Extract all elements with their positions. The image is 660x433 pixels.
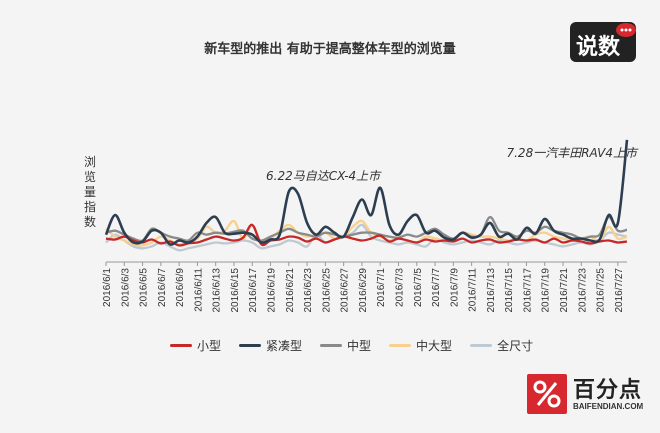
x-tick-label: 2016/6/5 [139,268,150,307]
x-tick-label: 2016/7/17 [522,268,533,313]
x-tick-label: 2016/7/13 [486,268,497,313]
x-tick-label: 2016/6/25 [321,268,332,313]
x-tick-label: 2016/6/9 [175,268,186,307]
y-axis-label: 浏览量指数 [83,155,96,229]
x-tick-label: 2016/6/11 [193,268,204,312]
x-tick-label: 2016/6/27 [340,268,351,313]
x-tick-label: 2016/6/21 [285,268,296,313]
x-tick-label: 2016/7/19 [541,268,552,313]
annotation-label: 6.22马自达CX-4上市 [266,169,382,183]
x-tick-label: 2016/7/3 [394,268,405,307]
legend-label: 全尺寸 [497,338,534,353]
x-tick-label: 2016/7/27 [614,268,625,313]
legend-swatch [389,343,412,347]
x-tick-label: 2016/6/1 [102,268,113,307]
series-line-1 [104,139,629,246]
shuoshu-logo: 说数 [570,22,636,62]
x-tick-label: 2016/7/11 [468,268,479,312]
annotation-label: 7.28一汽丰田RAV4上市 [506,146,639,160]
chart-title: 新车型的推出 有助于提高整体车型的浏览量 [204,42,456,57]
series-line-4 [105,223,628,252]
legend-label: 中大型 [416,338,453,353]
legend-swatch [170,343,192,347]
x-tick-label: 2016/6/29 [358,268,369,313]
x-tick-label: 2016/6/23 [303,268,314,313]
series-line-0 [105,223,628,247]
legend-item: 紧凑型 [239,336,302,354]
percent-icon [527,374,567,414]
brand-name: 百分点 [573,378,643,403]
legend-item: 全尺寸 [470,336,533,354]
x-tick-label: 2016/7/7 [431,268,442,307]
legend-swatch [320,343,343,347]
x-tick-label: 2016/6/13 [212,268,223,313]
legend-item: 中大型 [389,336,452,354]
legend-swatch [239,343,262,347]
series-line-2 [105,215,628,243]
x-tick-label: 2016/7/21 [559,268,570,313]
x-tick-label: 2016/7/5 [413,268,424,307]
legend-item: 小型 [170,336,221,354]
legend: 小型 紧凑型 中型 中大型 全尺寸 [170,336,533,354]
x-tick-label: 2016/6/3 [120,268,131,307]
x-tick-label: 2016/7/1 [376,268,387,307]
legend-label: 小型 [197,338,222,353]
legend-label: 中型 [347,338,372,353]
x-tick-label: 2016/7/9 [449,268,460,307]
brand-url: BAIFENDIAN.COM [573,402,644,411]
x-tick-label: 2016/7/25 [596,268,607,313]
baifendian-logo: 百分点 BAIFENDIAN.COM [527,372,652,420]
x-tick-label: 2016/7/15 [504,268,515,313]
legend-item: 中型 [320,336,371,354]
series-line-3 [105,219,628,247]
x-tick-label: 2016/6/15 [230,268,241,313]
legend-swatch [470,343,493,347]
logo-top-text: 说数 [576,34,621,60]
x-tick-label: 2016/7/23 [577,268,588,313]
x-tick-label: 2016/6/17 [248,268,259,313]
x-tick-label: 2016/6/19 [267,268,278,313]
legend-label: 紧凑型 [266,338,303,353]
x-tick-label: 2016/6/7 [157,268,168,307]
